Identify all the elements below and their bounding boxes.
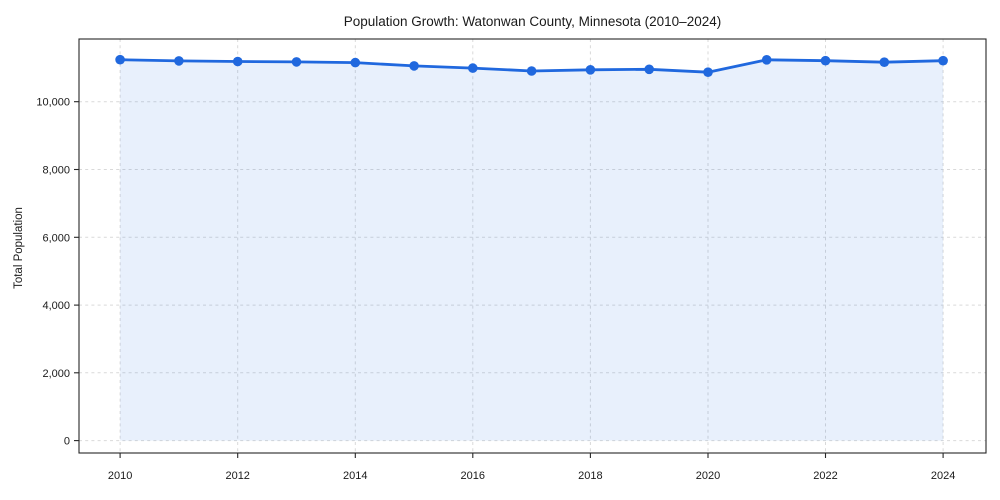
data-point [350, 57, 361, 68]
y-tick-label: 0 [64, 436, 70, 448]
data-point [879, 57, 890, 67]
area-fill [120, 59, 944, 441]
data-point [409, 61, 419, 71]
data-point [174, 56, 184, 66]
y-tick-label: 2,000 [42, 368, 70, 380]
y-tick-label: 6,000 [42, 232, 70, 244]
data-point [703, 67, 713, 77]
plot-border [78, 38, 987, 454]
x-tick-label: 2016 [461, 470, 485, 482]
data-point [585, 65, 596, 75]
data-point [232, 56, 243, 67]
data-point [938, 55, 948, 66]
x-tick-label: 2014 [343, 470, 367, 482]
x-tick-label: 2018 [578, 470, 602, 482]
data-point [761, 55, 772, 65]
data-point [115, 54, 125, 65]
x-tick-label: 2020 [696, 470, 720, 482]
chart-title: Population Growth: Watonwan County, Minn… [343, 14, 722, 29]
y-tick-label: 8,000 [42, 165, 70, 177]
x-tick-label: 2022 [813, 470, 837, 482]
x-tick-label: 2012 [225, 470, 249, 482]
y-axis-title: Total Population [13, 207, 25, 289]
data-point [644, 64, 654, 75]
data-point [526, 66, 537, 76]
data-point [468, 63, 478, 73]
data-point [820, 55, 831, 66]
x-tick-label: 2010 [108, 470, 132, 482]
data-point [291, 57, 302, 67]
x-tick-label: 2024 [931, 470, 955, 482]
y-tick-label: 10,000 [36, 97, 70, 109]
y-tick-label: 4,000 [42, 300, 70, 312]
